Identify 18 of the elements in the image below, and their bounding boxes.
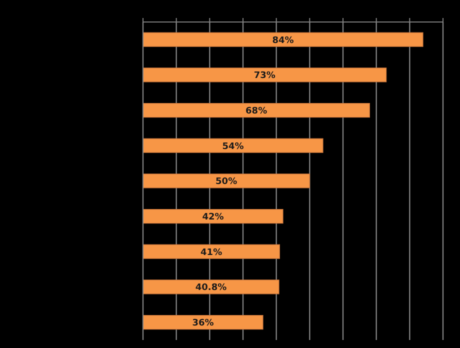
data-label: 54% (222, 142, 244, 152)
bar (143, 244, 280, 259)
data-label: 50% (216, 177, 238, 188)
bar (143, 314, 264, 330)
bar (143, 174, 310, 188)
bar (143, 280, 280, 294)
data-label: 84% (272, 36, 294, 46)
data-label: 42% (202, 212, 224, 222)
data-label: 73% (254, 71, 276, 82)
bar (143, 102, 370, 118)
data-label: 68% (246, 106, 268, 116)
bar (143, 68, 387, 82)
data-label: 41% (200, 248, 222, 258)
data-label: 40.8% (195, 283, 227, 294)
bar (143, 138, 324, 153)
data-label: 36% (192, 318, 214, 328)
bar (143, 208, 284, 224)
bar (143, 32, 424, 47)
